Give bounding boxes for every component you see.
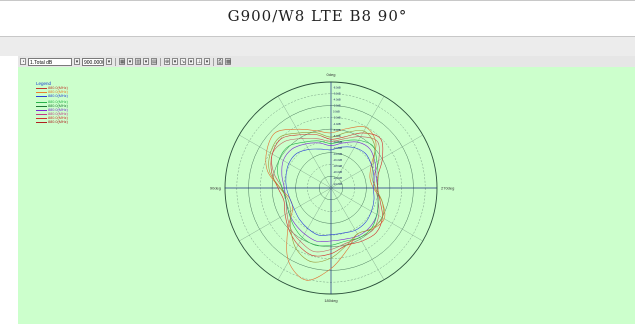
frequency-dropdown-icon[interactable]: ▾ — [106, 58, 112, 65]
radial-tick-label: -12.0dB — [333, 146, 342, 150]
legend-swatch — [36, 121, 47, 123]
radial-tick-label: -18.0dB — [333, 164, 342, 168]
radial-tick-label: -4.0dB — [333, 122, 341, 126]
spacer — [0, 37, 635, 56]
radial-tick-label: -16.0dB — [333, 158, 342, 162]
toolbar-separator — [115, 57, 116, 66]
legend-entry: 880.0(MHz) — [36, 94, 68, 98]
legend-entry: 880.0(MHz) — [36, 120, 68, 124]
polar-plot-area: -8.0dB -6.0dB -4.0dB -2.0dB 0.0dB -2.0dB -4.0d… — [18, 67, 635, 324]
legend-entry: 880.0(MHz) — [36, 100, 68, 104]
legend-swatch — [36, 117, 47, 119]
angle-label-top: 0deg — [327, 72, 336, 77]
angle-label-bottom: 180deg — [324, 298, 337, 303]
legend-label: 880.0(MHz) — [48, 116, 68, 120]
line-style-icon[interactable]: ↘ — [180, 58, 186, 65]
page-title: G900/W8 LTE B8 90° — [227, 7, 408, 25]
legend-swatch — [36, 91, 47, 93]
legend-swatch — [36, 113, 47, 115]
line-style-dropdown-icon[interactable]: ▾ — [188, 58, 194, 65]
radial-tick-labels: -8.0dB -6.0dB -4.0dB -2.0dB 0.0dB -2.0dB -4.0d… — [333, 86, 342, 187]
toolbar-separator — [160, 57, 161, 66]
radial-tick-label: -20.0dB — [333, 170, 342, 174]
radial-tick-label: -22.0dB — [333, 176, 342, 180]
series-trace-6 — [270, 132, 384, 257]
export-icon[interactable]: ⎙ — [217, 58, 223, 65]
legend-entry: 880.0(MHz) — [36, 112, 68, 116]
legend-swatch — [36, 105, 47, 107]
compass-icon[interactable]: ⊕ — [164, 58, 170, 65]
legend-swatch — [36, 95, 47, 97]
legend-label: 880.0(MHz) — [48, 120, 68, 124]
legend-swatch — [36, 109, 47, 111]
radial-tick-label: -24.0dB — [333, 182, 342, 186]
legend-label: 880.0(MHz) — [48, 90, 68, 94]
marker-dropdown-icon[interactable]: ▾ — [204, 58, 210, 65]
scale-icon[interactable]: ▥ — [135, 58, 141, 65]
plot-type-icon[interactable]: ◔ — [20, 58, 26, 65]
legend-swatch — [36, 87, 47, 89]
axis-icon[interactable]: ▤ — [151, 58, 157, 65]
legend-label: 880.0(MHz) — [48, 104, 68, 108]
radial-tick-label: -4.0dB — [333, 98, 341, 102]
radial-tick-label: -8.0dB — [333, 86, 341, 90]
radial-tick-label: -10.0dB — [333, 140, 342, 144]
grid-dropdown-icon[interactable]: ▾ — [127, 58, 133, 65]
radial-tick-label: -6.0dB — [333, 92, 341, 96]
angle-label-right: 270deg — [441, 186, 454, 191]
legend-label: 880.0(MHz) — [48, 108, 68, 112]
series-trace-7 — [268, 130, 384, 263]
legend-title: Legend — [36, 81, 52, 86]
legend-entries: 880.0(MHz) 880.0(MHz) 880.0(MHz) 880.0(MHz)… — [36, 86, 68, 124]
radial-tick-label: -8.0dB — [333, 134, 341, 138]
series-trace-4 — [285, 146, 375, 236]
legend-label: 880.0(MHz) — [48, 100, 68, 104]
radial-tick-label: -14.0dB — [333, 152, 342, 156]
legend-label: 880.0(MHz) — [48, 112, 68, 116]
radial-tick-label: -2.0dB — [333, 116, 341, 120]
measurement-dropdown-icon[interactable]: ▾ — [74, 58, 80, 65]
legend-entry: 880.0(MHz) — [36, 90, 68, 94]
scale-dropdown-icon[interactable]: ▾ — [143, 58, 149, 65]
polar-chart: -8.0dB -6.0dB -4.0dB -2.0dB 0.0dB -2.0dB -4.0d… — [210, 72, 454, 303]
legend-entry: 880.0(MHz) — [36, 108, 68, 112]
series-traces — [265, 126, 386, 281]
grid-spoke — [239, 134, 332, 189]
measurement-select[interactable]: 1.Total dB — [28, 57, 72, 66]
legend-label: 880.0(MHz) — [48, 94, 68, 98]
frequency-select[interactable]: 900.000000 — [82, 57, 104, 66]
marker-icon[interactable]: ⊥ — [196, 58, 202, 65]
print-icon[interactable]: ▩ — [225, 58, 231, 65]
legend: Legend 880.0(MHz) 880.0(MHz) 880.0(MHz) 880… — [36, 81, 68, 124]
toolbar-separator — [213, 57, 214, 66]
app-window: ◔ 1.Total dB ▾ 900.000000 ▾ ▦ ▾ ▥ ▾ ▤ ⊕ … — [18, 56, 635, 324]
radial-tick-label: 0.0dB — [333, 110, 340, 114]
angular-grid — [225, 82, 437, 294]
legend-label: 880.0(MHz) — [48, 86, 68, 90]
angle-label-left: 90deg — [210, 186, 221, 191]
toolbar: ◔ 1.Total dB ▾ 900.000000 ▾ ▦ ▾ ▥ ▾ ▤ ⊕ … — [18, 56, 635, 67]
grid-icon[interactable]: ▦ — [119, 58, 125, 65]
radial-tick-label: -6.0dB — [333, 128, 341, 132]
legend-swatch — [36, 101, 47, 103]
legend-entry: 880.0(MHz) — [36, 116, 68, 120]
radial-tick-label: -2.0dB — [333, 104, 341, 108]
title-bar: G900/W8 LTE B8 90° — [0, 0, 635, 37]
legend-entry: 880.0(MHz) — [36, 104, 68, 108]
compass-dropdown-icon[interactable]: ▾ — [172, 58, 178, 65]
series-trace-5 — [277, 139, 379, 247]
series-trace-3 — [281, 141, 379, 243]
legend-entry: 880.0(MHz) — [36, 86, 68, 90]
